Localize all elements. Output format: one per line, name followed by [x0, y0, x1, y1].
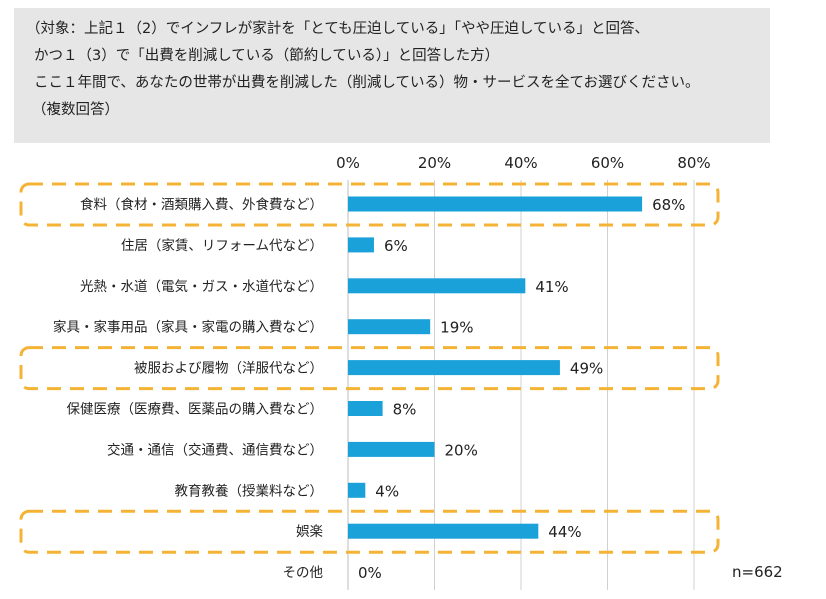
value-label: 20%	[445, 441, 478, 459]
bar	[348, 196, 643, 212]
x-tick-label: 40%	[504, 154, 537, 172]
value-label: 4%	[375, 482, 399, 500]
bar	[348, 319, 431, 335]
category-label: 光熱・水道（電気・ガス・水道代など）	[80, 279, 323, 295]
highlight-box	[19, 509, 720, 554]
bar	[348, 441, 435, 457]
question-line-4: （複数回答）	[32, 102, 119, 118]
value-label: 44%	[548, 523, 581, 541]
category-label: 教育教養（授業料など）	[175, 482, 324, 499]
category-label: 保健医療（医療費、医薬品の購入費など）	[67, 401, 324, 418]
highlight-box	[19, 346, 720, 391]
category-label: 食料（食材・酒類購入費、外食費など）	[80, 196, 323, 213]
bar	[348, 237, 374, 253]
value-label: 68%	[652, 196, 685, 214]
value-label: 0%	[358, 564, 382, 582]
category-label: 家具・家事用品（家具・家電の購入費など）	[53, 319, 323, 336]
question-line-2: かつ１（3）で「出費を削減している（節約している）」と回答した方）	[34, 48, 500, 64]
bar	[348, 401, 383, 416]
x-tick-label: 80%	[677, 154, 710, 172]
question-box: （対象：上記１（2）でインフレが家計を「とても圧迫している」「やや圧迫している」…	[14, 8, 770, 143]
value-label: 49%	[570, 360, 603, 378]
value-label: 19%	[440, 319, 473, 337]
value-label: 41%	[535, 278, 568, 296]
bar	[348, 278, 526, 294]
bar	[348, 360, 560, 376]
value-label: 6%	[384, 237, 408, 255]
category-label: その他	[283, 565, 324, 581]
x-tick-label: 0%	[336, 154, 360, 172]
x-tick-label: 20%	[418, 154, 451, 172]
x-tick-label: 60%	[591, 154, 624, 172]
sample-size-label: n=662	[732, 563, 783, 581]
category-label: 娯楽	[296, 524, 323, 540]
category-label: 被服および履物（洋服代など）	[134, 361, 323, 377]
category-label: 交通・通信（交通費、通信費など）	[107, 441, 323, 458]
highlight-box	[19, 182, 720, 227]
value-label: 8%	[393, 401, 417, 419]
question-line-1: （対象：上記１（2）でインフレが家計を「とても圧迫している」「やや圧迫している」…	[26, 21, 650, 37]
bar	[348, 523, 539, 539]
bar	[348, 482, 366, 498]
question-line-3: ここ１年間で、あなたの世帯が出費を削減した（削減している）物・サービスを全てお選…	[34, 75, 700, 91]
category-label: 住居（家賃、リフォーム代など）	[121, 237, 323, 254]
